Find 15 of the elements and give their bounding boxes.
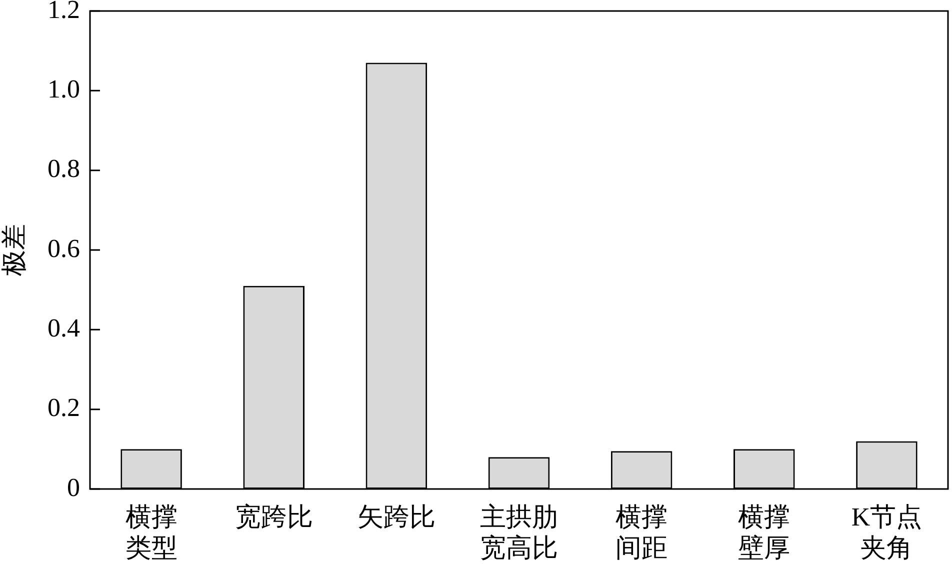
x-tick-label: K节点夹角 [851,502,922,563]
y-tick-label: 0.2 [48,393,80,422]
x-tick-label: 主拱肋宽高比 [480,502,558,563]
y-tick-label: 0 [67,472,80,502]
y-tick-label: 0.6 [48,234,80,263]
y-tick-label: 1.2 [48,0,80,24]
x-tick-label: 横撑类型 [125,502,178,563]
x-tick-label: 横撑壁厚 [738,502,790,563]
x-tick-label: 矢跨比 [357,502,436,532]
y-axis-title: 极差 [0,224,28,277]
x-tick-label: 横撑间距 [616,502,668,563]
x-tick-label: 宽跨比 [234,502,313,532]
y-tick-label: 1.0 [48,74,80,104]
y-tick-label: 0.8 [48,154,80,184]
y-tick-label: 0.4 [48,313,80,342]
